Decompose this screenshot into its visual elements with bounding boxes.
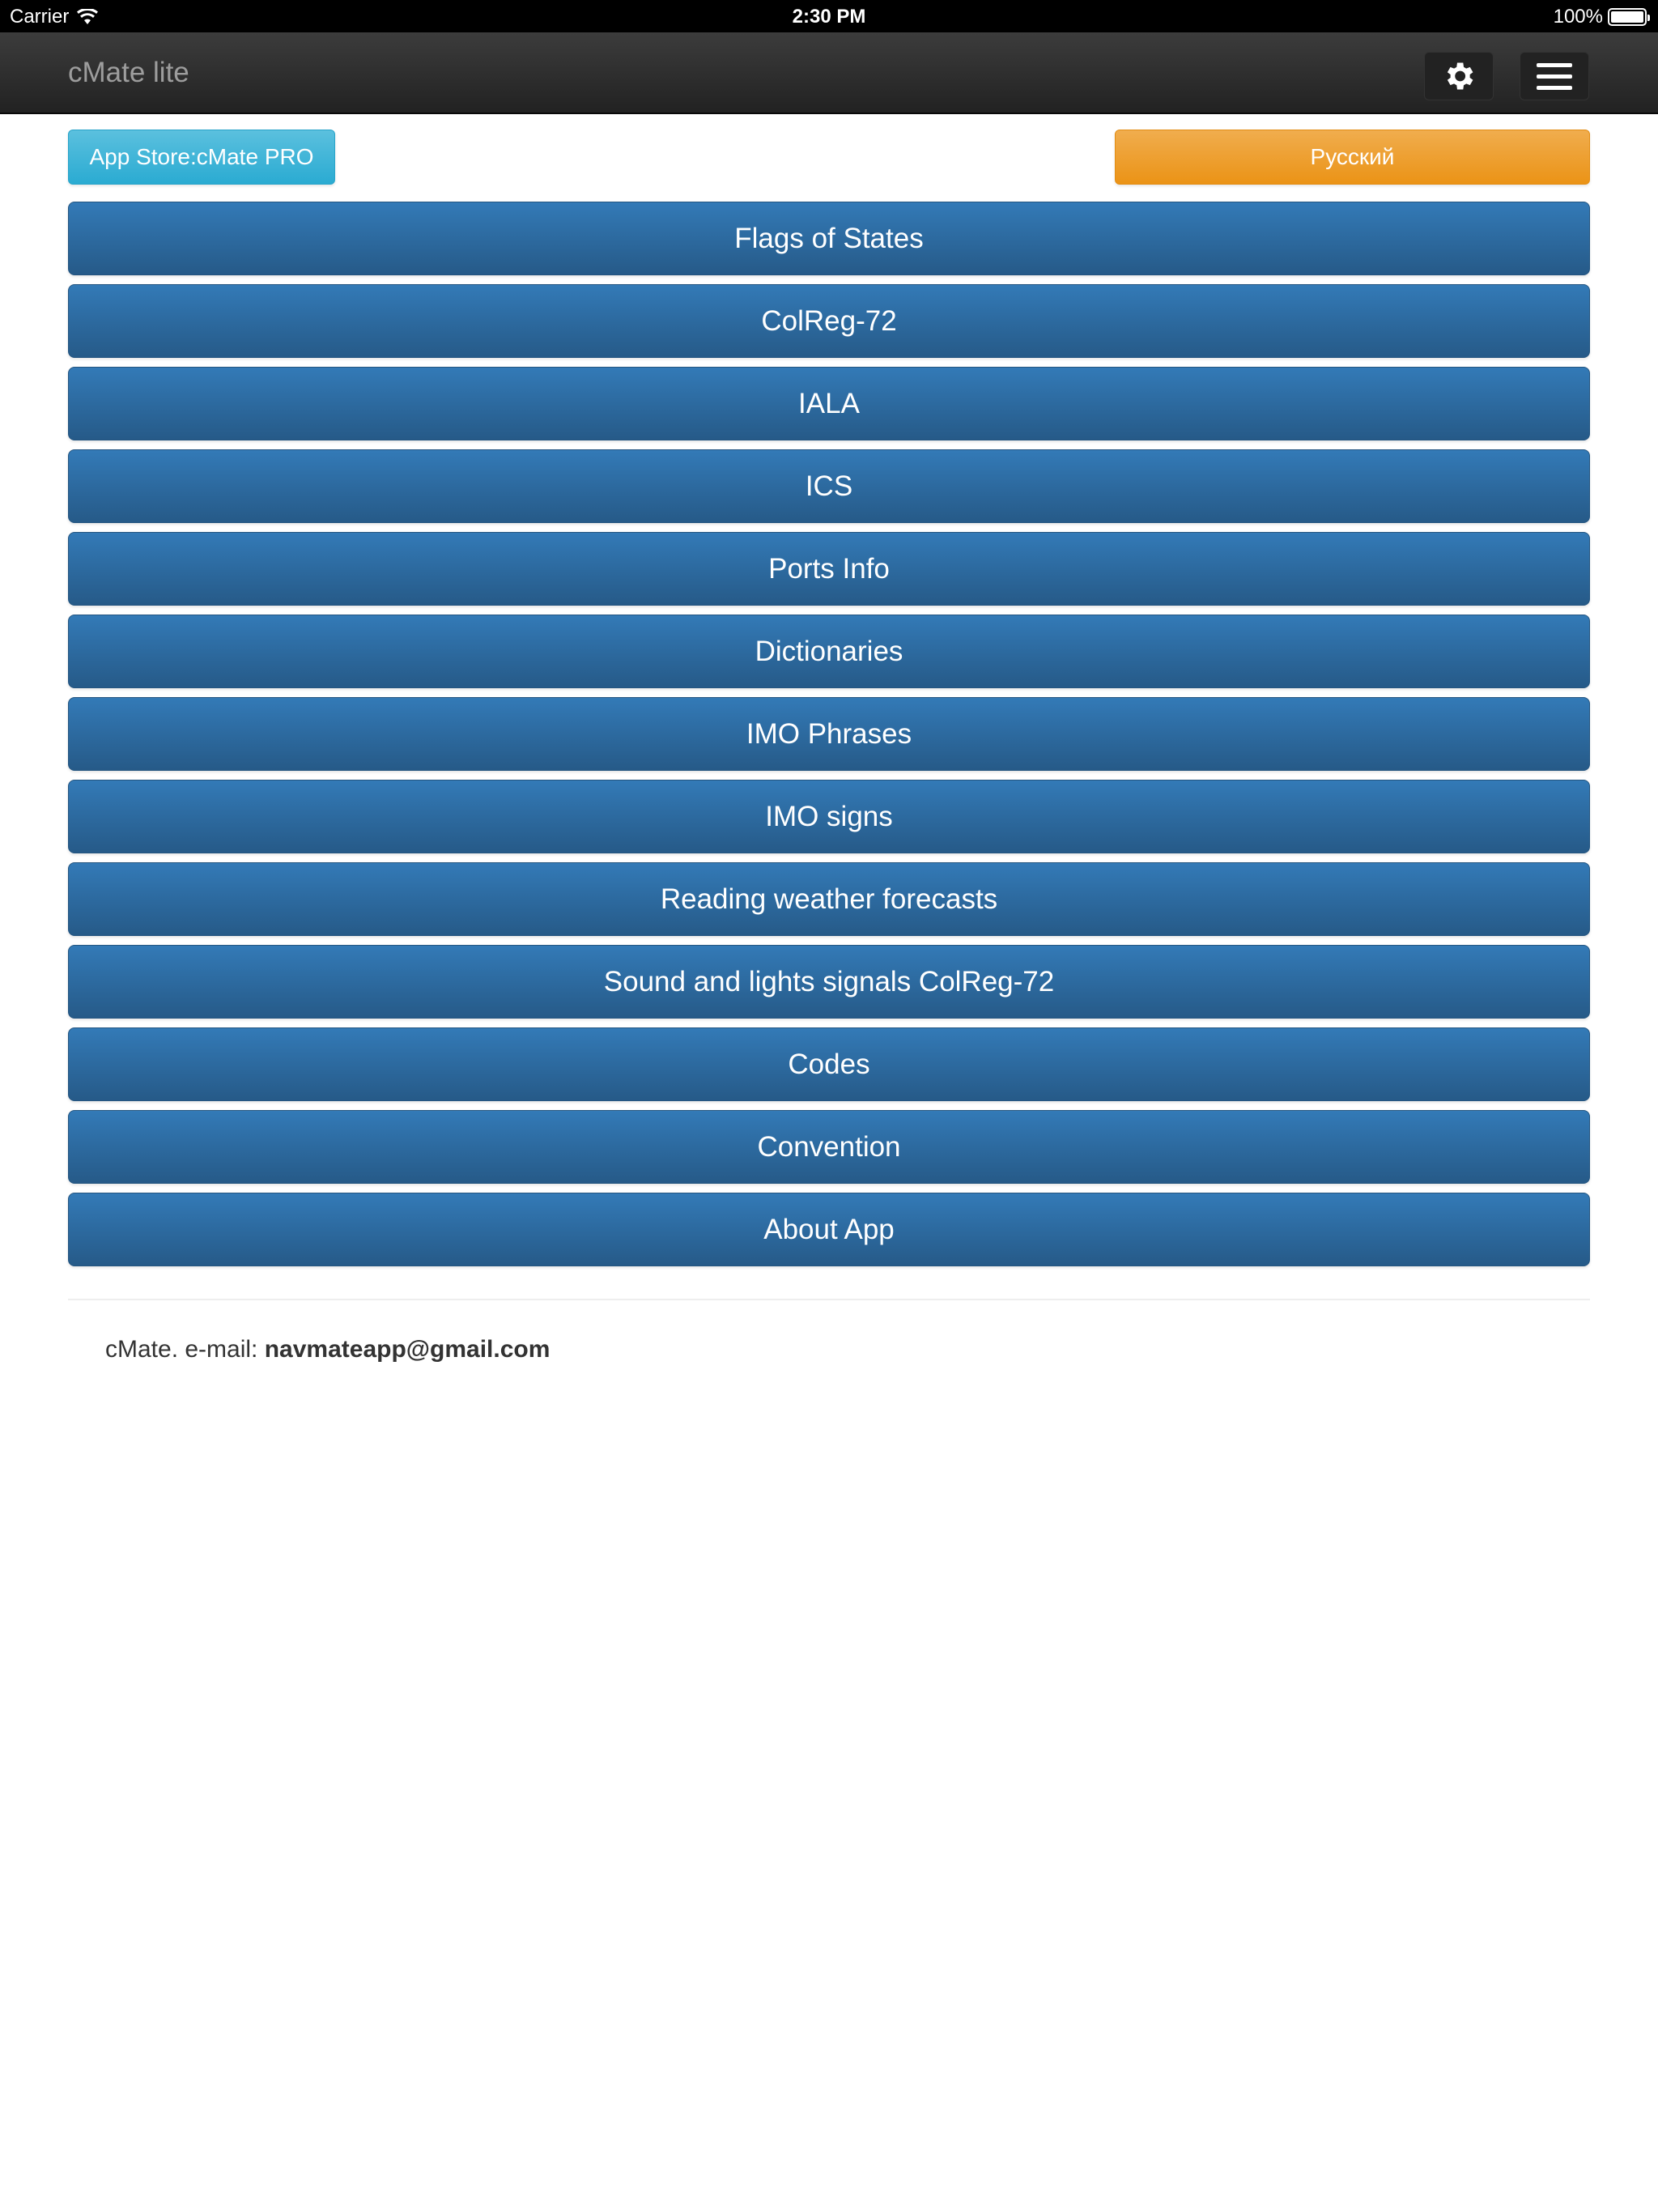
contact-email[interactable]: navmateapp@gmail.com <box>264 1336 551 1363</box>
menu-item-dictionaries[interactable]: Dictionaries <box>68 615 1590 688</box>
wifi-icon <box>77 9 99 24</box>
clock: 2:30 PM <box>792 6 866 28</box>
menu-item-convention[interactable]: Convention <box>68 1110 1590 1184</box>
navbar: cMate lite <box>0 32 1658 114</box>
menu-item-imo-phrases[interactable]: IMO Phrases <box>68 697 1590 771</box>
footer-prefix: cMate. e-mail: <box>105 1336 265 1363</box>
app-store-pro-button[interactable]: App Store:cMate PRO <box>68 130 335 185</box>
hamburger-icon <box>1537 85 1572 90</box>
menu-item-ics[interactable]: ICS <box>68 449 1590 523</box>
battery-icon <box>1608 8 1650 26</box>
menu-item-sound-light-signals[interactable]: Sound and lights signals ColReg-72 <box>68 945 1590 1019</box>
battery-percent: 100% <box>1553 6 1603 28</box>
hamburger-icon <box>1537 62 1572 67</box>
app-title[interactable]: cMate lite <box>68 57 189 88</box>
menu-toggle-button[interactable] <box>1520 52 1589 100</box>
settings-button[interactable] <box>1424 52 1494 100</box>
menu-item-weather-forecasts[interactable]: Reading weather forecasts <box>68 862 1590 936</box>
divider <box>68 1299 1590 1300</box>
menu-item-colreg-72[interactable]: ColReg-72 <box>68 284 1590 358</box>
menu-item-codes[interactable]: Codes <box>68 1027 1590 1101</box>
status-bar: Carrier 2:30 PM 100% <box>0 0 1658 32</box>
menu-item-about-app[interactable]: About App <box>68 1193 1590 1266</box>
hamburger-icon <box>1537 74 1572 79</box>
language-russian-button[interactable]: Русский <box>1115 130 1590 185</box>
carrier-label: Carrier <box>10 6 70 28</box>
footer-contact: cMate. e-mail: navmateapp@gmail.com <box>105 1336 550 1363</box>
menu-item-iala[interactable]: IALA <box>68 367 1590 440</box>
main-menu: Flags of States ColReg-72 IALA ICS Ports… <box>68 202 1590 1275</box>
menu-item-ports-info[interactable]: Ports Info <box>68 532 1590 606</box>
menu-item-imo-signs[interactable]: IMO signs <box>68 780 1590 853</box>
gear-icon <box>1447 62 1473 90</box>
battery-status: 100% <box>1553 6 1650 28</box>
carrier: Carrier <box>10 6 99 28</box>
menu-item-flags-of-states[interactable]: Flags of States <box>68 202 1590 275</box>
